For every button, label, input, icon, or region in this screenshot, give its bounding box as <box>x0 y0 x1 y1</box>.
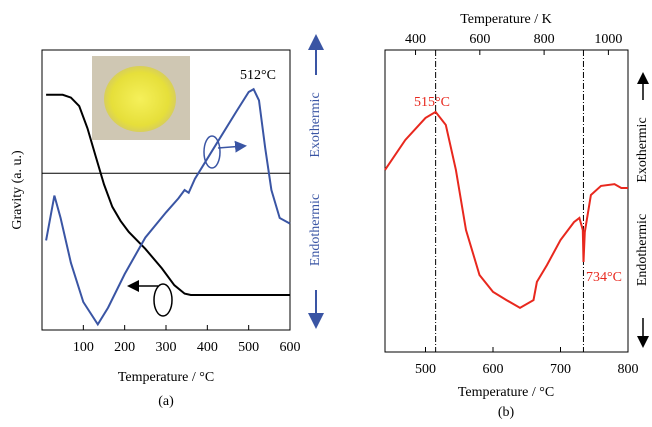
y2-label-bottom: Endothermic <box>635 214 650 286</box>
annotation: 515°C <box>414 95 450 110</box>
y2-label-bottom: Endothermic <box>308 194 323 266</box>
curve-marker <box>153 283 173 317</box>
data-line <box>45 87 291 327</box>
curve-marker <box>203 135 221 169</box>
x-tick-label: 600 <box>280 340 301 355</box>
y2-label-top: Exothermic <box>635 117 650 182</box>
annotation: 734°C <box>586 270 622 285</box>
x2-tick-label: 400 <box>405 32 426 47</box>
data-line <box>46 93 290 296</box>
data-line <box>384 110 628 310</box>
plot-frame <box>384 49 629 353</box>
x-tick-label: 500 <box>238 340 259 355</box>
x2-tick-label: 1000 <box>594 32 622 47</box>
y-axis-label: Gravity (a. u.) <box>10 150 25 230</box>
caption: (b) <box>498 405 515 420</box>
arrow <box>217 140 247 153</box>
x2-axis-label: Temperature / K <box>460 12 552 27</box>
x-tick-label: 600 <box>483 362 504 377</box>
x-tick-label: 400 <box>197 340 218 355</box>
y2-label-top: Exothermic <box>308 92 323 157</box>
inset-photo <box>92 56 190 140</box>
caption: (a) <box>158 394 174 409</box>
x-axis-label: Temperature / °C <box>458 385 554 400</box>
x2-tick-label: 800 <box>534 32 555 47</box>
x-tick-label: 700 <box>550 362 571 377</box>
x2-tick-label: 600 <box>469 32 490 47</box>
annotation: 512°C <box>240 68 276 83</box>
x-tick-label: 200 <box>114 340 135 355</box>
x-tick-label: 300 <box>156 340 177 355</box>
x-tick-label: 500 <box>415 362 436 377</box>
x-axis-label: Temperature / °C <box>118 370 214 385</box>
x-tick-label: 100 <box>73 340 94 355</box>
x-tick-label: 800 <box>618 362 639 377</box>
